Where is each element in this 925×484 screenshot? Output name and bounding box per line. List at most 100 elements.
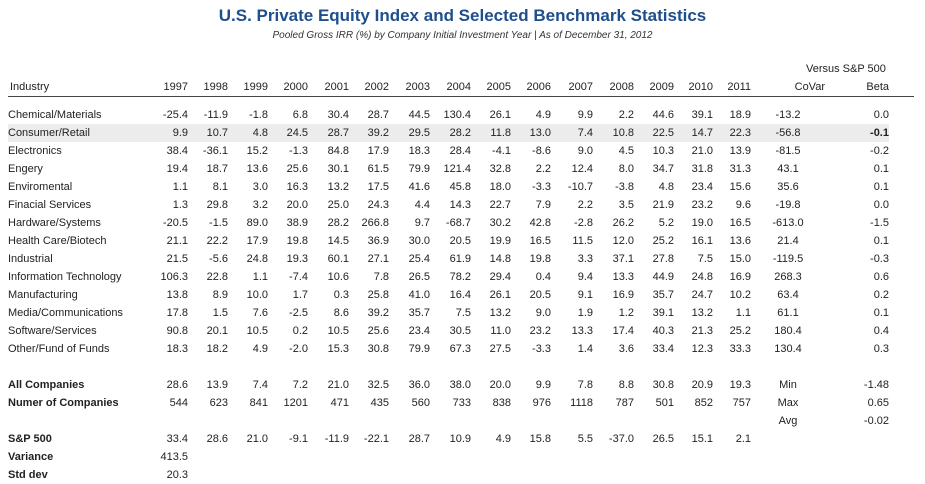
irr-value: 30.5 [449,325,471,337]
empty-cell [8,412,143,430]
irr-value: 10.8 [593,124,634,142]
min-value: -1.48 [863,379,889,391]
irr-value: 25.2 [729,325,751,337]
irr-value: 30.1 [327,163,349,175]
sp500-value: 33.4 [166,433,188,445]
irr-value: 4.8 [658,181,674,193]
beta-value: -0.2 [870,145,889,157]
covar-value: -119.5 [772,253,804,265]
covar-value: 130.4 [774,343,802,355]
irr-value: 10.6 [327,271,349,283]
irr-value: 1.1 [735,307,751,319]
variance-value: 413.5 [160,451,188,463]
irr-value: 25.2 [652,235,674,247]
irr-value: 4.9 [252,343,268,355]
irr-value: 106.3 [160,271,188,283]
irr-value: 20.5 [449,235,471,247]
irr-value: 20.0 [489,379,511,391]
empty-cell [143,412,188,430]
beta-value: -0.1 [825,124,889,142]
irr-value: 25.6 [367,325,389,337]
irr-value: 19.4 [166,163,188,175]
irr-value: 1.1 [252,271,268,283]
irr-value: -1.3 [289,145,308,157]
irr-value: 44.5 [408,109,430,121]
sp500-value: 2.1 [735,433,751,445]
company-count: 852 [694,397,713,409]
irr-value: 11.0 [490,325,511,337]
irr-value: 22.2 [206,235,228,247]
irr-value: 9.4 [577,271,593,283]
irr-value: 13.2 [327,181,349,193]
irr-value: 40.3 [652,325,674,337]
irr-value: 266.8 [361,217,389,229]
company-count: 501 [655,397,674,409]
num-companies-label: Numer of Companies [8,397,119,409]
irr-value: 8.8 [618,379,634,391]
irr-value: 0.2 [292,325,308,337]
benchmark-table: Industry 1997 1998 1999 2000 2001 2002 2… [8,78,889,484]
irr-value: 19.3 [286,253,308,265]
irr-value: 10.3 [652,145,674,157]
empty-cell [713,412,751,430]
irr-value: 13.9 [729,145,751,157]
irr-value: 13.6 [246,163,268,175]
irr-value: -36.1 [202,145,228,157]
covar-value: 180.4 [774,325,802,337]
irr-value: -3.3 [532,343,551,355]
irr-value: 22.3 [713,124,751,142]
company-count: 544 [169,397,188,409]
irr-value: 2.2 [618,109,634,121]
std-dev-row: Std dev 20.3 [8,466,889,484]
sp500-value: 15.1 [691,433,713,445]
irr-value: 23.4 [691,181,713,193]
irr-value: 36.9 [367,235,389,247]
year-header: 2000 [283,81,308,93]
year-header: 2006 [526,81,551,93]
year-header: 2010 [688,81,713,93]
irr-value: -3.8 [615,181,634,193]
irr-value: 39.1 [691,109,713,121]
irr-value: 18.2 [206,343,228,355]
irr-value: 10.5 [327,325,349,337]
empty-cell [593,412,634,430]
company-count: 838 [492,397,511,409]
year-header: 2001 [324,81,349,93]
irr-value: 12.4 [571,163,593,175]
irr-value: -20.5 [162,217,188,229]
irr-value: 16.5 [729,217,751,229]
irr-value: 28.6 [166,379,188,391]
max-label: Max [777,397,799,409]
beta-value: -0.3 [870,253,889,265]
sp500-value: -37.0 [608,433,634,445]
std-dev-value: 20.3 [166,469,188,481]
beta-value: 0.1 [873,307,889,319]
avg-value: -0.02 [863,415,889,427]
sp500-value: 15.8 [529,433,551,445]
variance-label: Variance [8,451,54,463]
industry-name: Engery [8,163,43,175]
irr-value: 27.8 [652,253,674,265]
irr-value: 33.4 [652,343,674,355]
irr-value: 18.3 [166,343,188,355]
irr-value: 3.5 [618,199,634,211]
irr-value: 33.3 [729,343,751,355]
empty-cell [389,412,430,430]
year-header: 2008 [609,81,634,93]
irr-value: 30.0 [408,235,430,247]
industry-name: Enviromental [8,181,73,193]
irr-value: 8.1 [212,181,228,193]
irr-value: 17.9 [246,235,268,247]
irr-value: 84.8 [327,145,349,157]
irr-value: 14.7 [674,124,713,142]
company-count: 1201 [283,397,308,409]
industry-name: Electronics [8,145,62,157]
irr-value: 38.9 [286,217,308,229]
irr-value: 13.2 [691,307,713,319]
irr-value: 20.9 [691,379,713,391]
irr-value: 4.4 [414,199,430,211]
industry-name: Manufacturing [8,289,78,301]
irr-value: 37.1 [612,253,634,265]
irr-value: 12.0 [612,235,634,247]
irr-value: 24.3 [367,199,389,211]
